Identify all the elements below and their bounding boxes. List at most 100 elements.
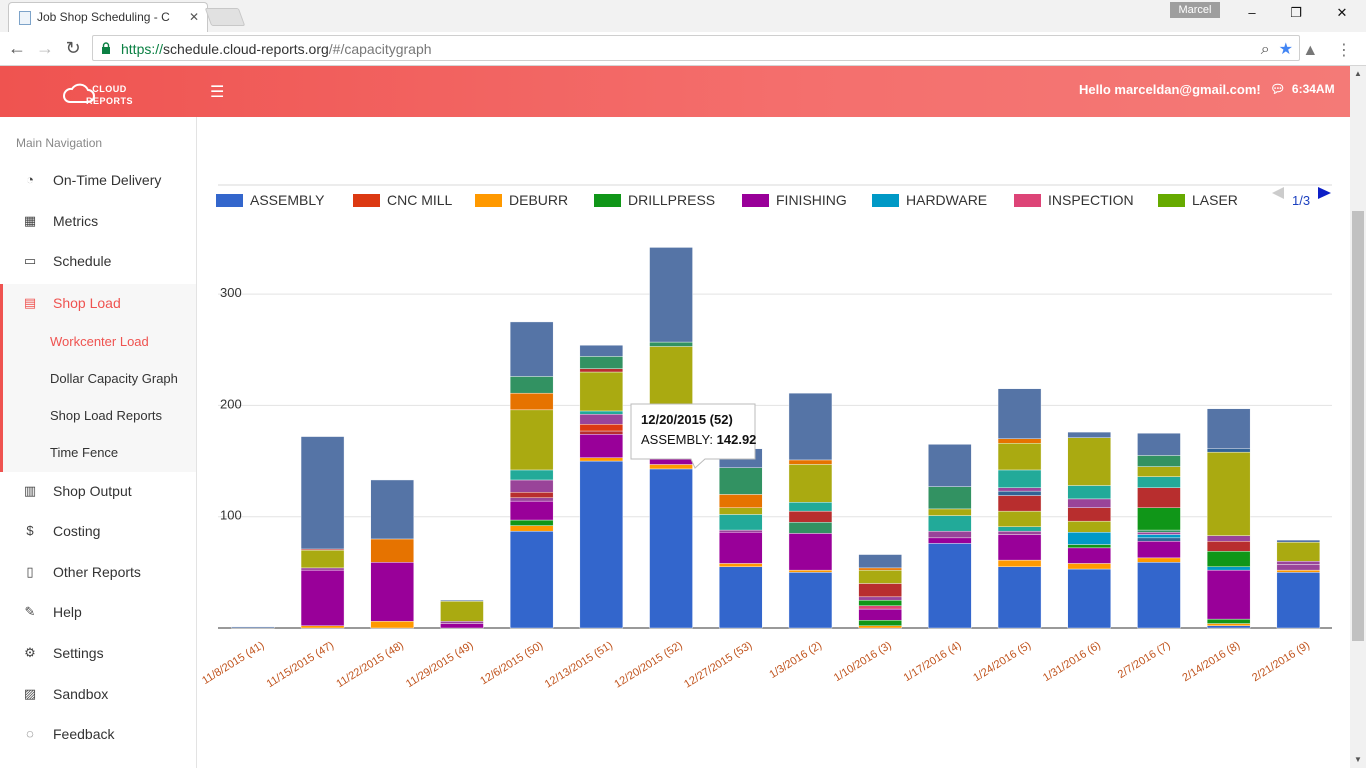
bar-stack[interactable]	[997, 388, 1042, 629]
sidebar-subitem-time-fence[interactable]: Time Fence	[50, 445, 119, 460]
shop-load-group: ▤ Shop Load Workcenter Load Dollar Capac…	[0, 284, 196, 472]
bar-segment	[997, 490, 1042, 496]
bar-segment	[858, 569, 902, 584]
bar-segment	[440, 623, 484, 629]
legend-label: CNC MILL	[387, 192, 453, 208]
address-bar[interactable]: https://schedule.cloud-reports.org/#/cap…	[92, 35, 1300, 61]
sidebar-item-metrics[interactable]: ▦ Metrics	[23, 213, 99, 229]
legend-item-inspection[interactable]: INSPECTION	[1014, 192, 1134, 208]
bar-stack[interactable]	[788, 392, 833, 629]
bar-segment	[1137, 455, 1181, 467]
bar-stack[interactable]	[579, 345, 624, 629]
bar-segment	[1137, 540, 1181, 559]
legend-item-drillpress[interactable]: DRILLPRESS	[594, 192, 715, 208]
sidebar-item-on-time-delivery[interactable]: ◔ On-Time Delivery	[0, 161, 196, 199]
legend-swatch	[216, 194, 243, 207]
cloud-logo-icon[interactable]	[60, 76, 140, 108]
legend-item-assembly[interactable]: ASSEMBLY	[216, 192, 325, 208]
legend-item-deburr[interactable]: DEBURR	[475, 192, 568, 208]
bar-stack[interactable]	[300, 436, 345, 629]
bar-stack[interactable]	[509, 321, 554, 629]
bar-stack[interactable]	[1206, 408, 1251, 629]
sidebar-subitem-shop-load-reports[interactable]: Shop Load Reports	[50, 408, 163, 423]
sidebar-item-other-reports[interactable]: ▯ Other Reports	[0, 553, 196, 591]
bar-segment	[997, 487, 1042, 492]
bar-stack[interactable]	[370, 479, 414, 629]
sidebar-item-help[interactable]: ✎ Help	[0, 593, 196, 631]
restore-icon[interactable]: ❐	[1290, 5, 1302, 20]
bar-segment	[1276, 572, 1321, 629]
forward-icon[interactable]: →	[36, 38, 54, 58]
zoom-icon[interactable]: ⌕	[1260, 41, 1270, 58]
sidebar-item-costing[interactable]: $ Costing	[0, 512, 196, 550]
bar-stack[interactable]	[649, 247, 693, 629]
legend-prev-icon[interactable]	[1272, 187, 1284, 199]
bar-segment	[1137, 557, 1181, 563]
bar-segment	[370, 621, 414, 629]
bar-segment	[858, 608, 902, 621]
bar-segment	[1137, 507, 1181, 531]
bar-segment	[509, 392, 554, 411]
bar-segment	[649, 346, 693, 411]
bar-segment	[440, 621, 484, 624]
sidebar-subitem-dollar-capacity-graph[interactable]: Dollar Capacity Graph	[50, 371, 178, 386]
bar-segment	[788, 510, 833, 523]
bar-stack[interactable]	[858, 554, 902, 629]
back-icon[interactable]: ←	[8, 38, 26, 58]
profile-button[interactable]: Marcel	[1170, 2, 1220, 18]
bar-segment	[509, 376, 554, 394]
bar-stack[interactable]	[1276, 539, 1321, 629]
reload-icon[interactable]: ↻	[65, 38, 81, 58]
legend-swatch	[353, 194, 380, 207]
page-scrollbar[interactable]: ▲ ▼	[1350, 66, 1366, 768]
sidebar-item-shop-output[interactable]: ▥ Shop Output	[23, 483, 132, 499]
sidebar-item-shop-load[interactable]: ▤ Shop Load	[23, 295, 121, 311]
close-tab-icon[interactable]: ✕	[188, 10, 199, 24]
bar-segment	[1206, 566, 1251, 571]
minimize-icon[interactable]: –	[1248, 5, 1256, 20]
bar-segment	[719, 514, 763, 531]
bar-stack[interactable]	[231, 626, 275, 629]
menu-icon[interactable]: ⋮	[1336, 42, 1352, 59]
sidebar-subitem-workcenter-load[interactable]: Workcenter Load	[50, 334, 149, 349]
sidebar-item-sandbox[interactable]: ▨ Sandbox	[23, 686, 109, 702]
bar-stack[interactable]	[1067, 431, 1111, 629]
bar-stack[interactable]	[928, 444, 972, 629]
bar-segment	[928, 508, 972, 516]
x-tick-label: 12/6/2015 (50)	[478, 639, 545, 687]
bar-segment	[1067, 498, 1111, 508]
bar-segment	[858, 599, 902, 606]
legend-label: HARDWARE	[906, 192, 987, 208]
bar-stack[interactable]	[719, 448, 763, 629]
bar-segment	[997, 534, 1042, 561]
legend-next-icon[interactable]	[1318, 187, 1331, 199]
sidebar-item-settings[interactable]: ⚙ Settings	[0, 634, 196, 672]
bar-segment	[509, 469, 554, 481]
legend-item-cnc-mill[interactable]: CNC MILL	[353, 192, 453, 208]
bar-segment	[719, 494, 763, 508]
scroll-thumb[interactable]	[1352, 211, 1364, 641]
y-tick-label: 100	[220, 508, 242, 523]
legend-item-laser[interactable]: LASER	[1158, 192, 1238, 208]
bar-segment	[997, 526, 1042, 532]
bar-stack[interactable]	[1137, 433, 1181, 629]
legend-item-hardware[interactable]: HARDWARE	[872, 192, 987, 208]
scroll-down-icon[interactable]: ▼	[1354, 755, 1362, 764]
new-tab-button[interactable]	[204, 8, 246, 26]
browser-tab[interactable]: Job Shop Scheduling - C ✕	[8, 2, 208, 32]
tab-title: Job Shop Scheduling - C	[37, 10, 170, 24]
image-icon: ▨	[23, 686, 37, 701]
tooltip-value: ASSEMBLY: 142.92	[641, 432, 756, 447]
sidebar-item-schedule[interactable]: ▭ Schedule	[23, 253, 112, 269]
legend-item-finishing[interactable]: FINISHING	[742, 192, 847, 208]
bar-segment	[1276, 564, 1321, 571]
extension-icon[interactable]: ▲	[1302, 42, 1319, 59]
close-window-icon[interactable]: ✕	[1336, 5, 1348, 20]
bar-stack[interactable]	[440, 599, 484, 629]
menu-toggle-icon[interactable]: ☰	[210, 84, 225, 101]
sidebar-item-feedback[interactable]: ◌ Feedback	[0, 715, 196, 753]
legend-label: LASER	[1192, 192, 1238, 208]
bookmark-star-icon[interactable]: ★	[1278, 41, 1293, 58]
scroll-up-icon[interactable]: ▲	[1354, 69, 1362, 78]
calendar-icon: ▤	[23, 295, 37, 310]
